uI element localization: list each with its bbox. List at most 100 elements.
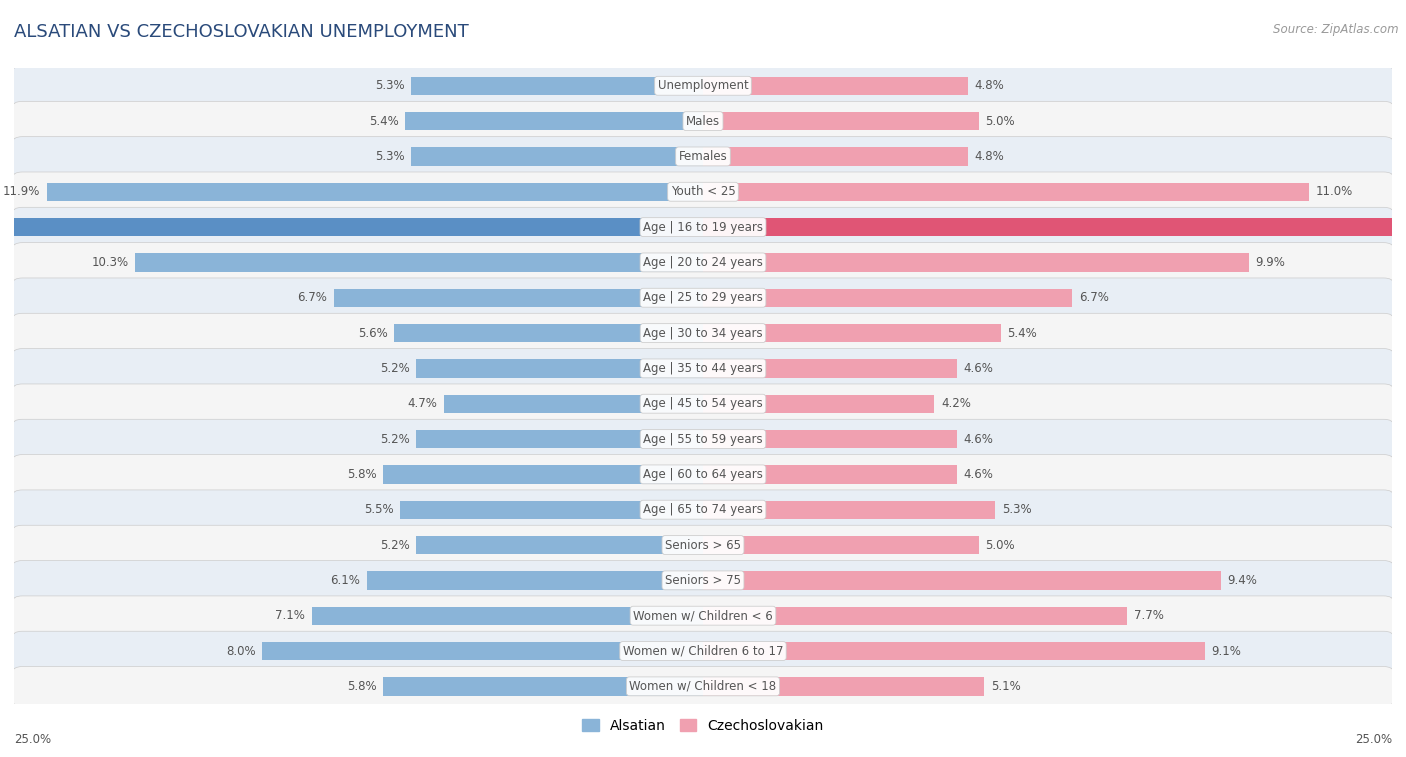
Text: 5.2%: 5.2% <box>380 432 409 446</box>
Bar <box>444 394 703 413</box>
Text: 6.1%: 6.1% <box>330 574 360 587</box>
FancyBboxPatch shape <box>13 419 1393 459</box>
Text: 9.4%: 9.4% <box>1227 574 1257 587</box>
Bar <box>703 148 967 166</box>
Text: 8.0%: 8.0% <box>226 644 256 658</box>
Bar <box>394 324 703 342</box>
Bar <box>384 678 703 696</box>
Bar <box>703 606 1128 625</box>
Text: 9.9%: 9.9% <box>1256 256 1285 269</box>
Bar <box>703 536 979 554</box>
Text: Age | 60 to 64 years: Age | 60 to 64 years <box>643 468 763 481</box>
Text: Age | 35 to 44 years: Age | 35 to 44 years <box>643 362 763 375</box>
Text: 5.8%: 5.8% <box>347 680 377 693</box>
FancyBboxPatch shape <box>13 313 1393 353</box>
FancyBboxPatch shape <box>13 101 1393 141</box>
Legend: Alsatian, Czechoslovakian: Alsatian, Czechoslovakian <box>576 713 830 738</box>
FancyBboxPatch shape <box>13 66 1393 105</box>
Text: 5.8%: 5.8% <box>347 468 377 481</box>
FancyBboxPatch shape <box>13 349 1393 388</box>
Text: 5.5%: 5.5% <box>364 503 394 516</box>
Text: Age | 45 to 54 years: Age | 45 to 54 years <box>643 397 763 410</box>
Bar <box>312 606 703 625</box>
Text: 7.1%: 7.1% <box>276 609 305 622</box>
Text: Women w/ Children 6 to 17: Women w/ Children 6 to 17 <box>623 644 783 658</box>
FancyBboxPatch shape <box>13 490 1393 529</box>
Text: 5.3%: 5.3% <box>1001 503 1032 516</box>
FancyBboxPatch shape <box>13 137 1393 176</box>
Text: Women w/ Children < 18: Women w/ Children < 18 <box>630 680 776 693</box>
Bar <box>703 254 1249 272</box>
Bar <box>405 112 703 130</box>
Text: Youth < 25: Youth < 25 <box>671 185 735 198</box>
Bar <box>48 182 703 201</box>
Text: Age | 30 to 34 years: Age | 30 to 34 years <box>643 326 763 340</box>
Text: 4.8%: 4.8% <box>974 150 1004 163</box>
Text: 4.6%: 4.6% <box>963 432 993 446</box>
Text: Source: ZipAtlas.com: Source: ZipAtlas.com <box>1274 23 1399 36</box>
Text: 10.3%: 10.3% <box>91 256 129 269</box>
Text: 5.3%: 5.3% <box>374 150 405 163</box>
Bar <box>333 288 703 307</box>
FancyBboxPatch shape <box>13 596 1393 635</box>
Text: Age | 65 to 74 years: Age | 65 to 74 years <box>643 503 763 516</box>
FancyBboxPatch shape <box>13 243 1393 282</box>
Bar <box>411 76 703 95</box>
Bar <box>703 76 967 95</box>
Bar <box>262 642 703 660</box>
Text: Seniors > 75: Seniors > 75 <box>665 574 741 587</box>
Text: 4.7%: 4.7% <box>408 397 437 410</box>
Bar <box>703 288 1073 307</box>
Text: 4.6%: 4.6% <box>963 362 993 375</box>
Text: 5.0%: 5.0% <box>986 538 1015 552</box>
Bar <box>703 112 979 130</box>
Text: 6.7%: 6.7% <box>1078 291 1109 304</box>
Bar <box>135 254 703 272</box>
Text: 5.6%: 5.6% <box>359 326 388 340</box>
Text: 25.0%: 25.0% <box>14 733 51 746</box>
Bar <box>411 148 703 166</box>
Text: 5.0%: 5.0% <box>986 114 1015 128</box>
Text: 5.4%: 5.4% <box>368 114 399 128</box>
Bar <box>703 572 1220 590</box>
Text: Age | 20 to 24 years: Age | 20 to 24 years <box>643 256 763 269</box>
Text: 5.2%: 5.2% <box>380 538 409 552</box>
Text: 5.4%: 5.4% <box>1007 326 1038 340</box>
Text: 5.3%: 5.3% <box>374 79 405 92</box>
Text: 5.2%: 5.2% <box>380 362 409 375</box>
FancyBboxPatch shape <box>13 384 1393 423</box>
Text: 6.7%: 6.7% <box>297 291 328 304</box>
Bar <box>0 218 703 236</box>
FancyBboxPatch shape <box>13 172 1393 211</box>
Bar <box>703 678 984 696</box>
Text: Unemployment: Unemployment <box>658 79 748 92</box>
Bar <box>384 466 703 484</box>
Text: 7.7%: 7.7% <box>1135 609 1164 622</box>
Bar <box>703 182 1309 201</box>
Text: Age | 16 to 19 years: Age | 16 to 19 years <box>643 220 763 234</box>
FancyBboxPatch shape <box>13 207 1393 247</box>
Text: 9.1%: 9.1% <box>1211 644 1241 658</box>
Text: 5.1%: 5.1% <box>991 680 1021 693</box>
Text: 25.0%: 25.0% <box>1355 733 1392 746</box>
Text: ALSATIAN VS CZECHOSLOVAKIAN UNEMPLOYMENT: ALSATIAN VS CZECHOSLOVAKIAN UNEMPLOYMENT <box>14 23 468 41</box>
Bar <box>703 466 956 484</box>
Bar <box>416 430 703 448</box>
FancyBboxPatch shape <box>13 455 1393 494</box>
Bar <box>703 218 1406 236</box>
FancyBboxPatch shape <box>13 667 1393 706</box>
Bar <box>703 642 1205 660</box>
Text: Age | 25 to 29 years: Age | 25 to 29 years <box>643 291 763 304</box>
Bar <box>367 572 703 590</box>
Bar <box>416 536 703 554</box>
Text: 4.8%: 4.8% <box>974 79 1004 92</box>
FancyBboxPatch shape <box>13 278 1393 317</box>
Bar <box>703 500 995 519</box>
Text: Seniors > 65: Seniors > 65 <box>665 538 741 552</box>
Text: 4.6%: 4.6% <box>963 468 993 481</box>
FancyBboxPatch shape <box>13 525 1393 565</box>
Text: 11.9%: 11.9% <box>3 185 41 198</box>
FancyBboxPatch shape <box>13 631 1393 671</box>
Text: Females: Females <box>679 150 727 163</box>
Bar <box>703 360 956 378</box>
